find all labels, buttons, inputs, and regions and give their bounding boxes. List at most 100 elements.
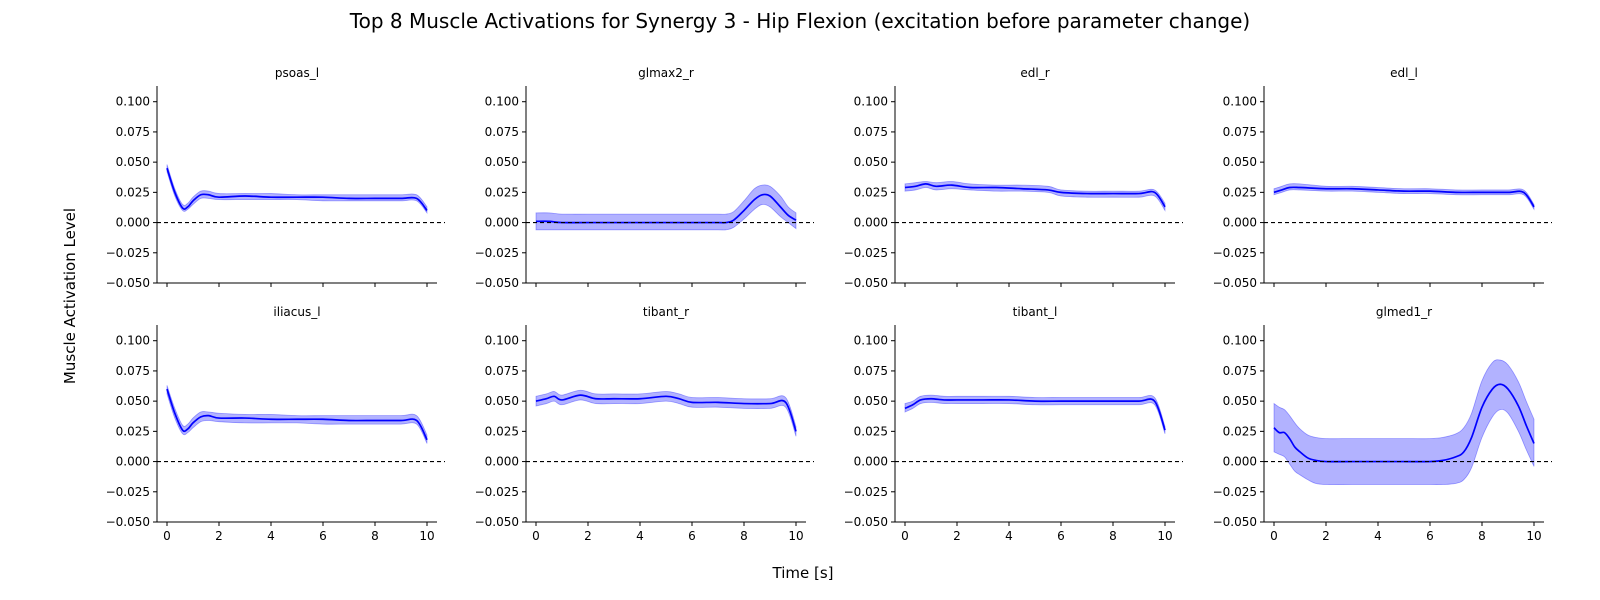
confidence-band: [1273, 359, 1535, 486]
y-tick-label: 0.050: [854, 155, 888, 169]
subplot-iliacus_l: iliacus_l −0.050 −0.025 0.000 0.025 0.050 0.07…: [106, 305, 445, 543]
subplot-glmax2_r: glmax2_r −0.050 −0.025 0.000 0.025 0.050 0.075…: [475, 66, 814, 290]
y-tick-label: 0.000: [1223, 216, 1257, 230]
activation-line: [1273, 383, 1535, 463]
x-tick-label: 8: [1109, 529, 1117, 543]
y-tick-label: 0.100: [1223, 95, 1257, 109]
subplot-title: tibant_r: [643, 305, 689, 319]
y-tick-label: 0.000: [485, 455, 519, 469]
x-axis-label: Time [s]: [772, 564, 834, 582]
activation-line: [535, 394, 797, 432]
confidence-band: [166, 164, 428, 214]
y-tick-label: −0.050: [844, 276, 888, 290]
y-tick-label: 0.075: [1223, 125, 1257, 139]
y-tick-label: 0.050: [1223, 155, 1257, 169]
x-tick-label: 0: [532, 529, 540, 543]
subplot-psoas_l: psoas_l −0.050 −0.025 0.000 0.025 0.050 0.075 0…: [106, 66, 445, 290]
y-tick-label: 0.000: [854, 455, 888, 469]
subplot-tibant_l: tibant_l −0.050 −0.025 0.000 0.025 0.050 0.075…: [844, 305, 1183, 543]
subplot-edl_l: edl_l −0.050 −0.025 0.000 0.025 0.050 0.075 0.1…: [1213, 66, 1552, 290]
y-tick-label: 0.025: [854, 424, 888, 438]
y-tick-label: 0.100: [485, 334, 519, 348]
y-axis-label: Muscle Activation Level: [61, 208, 79, 384]
y-tick-label: 0.050: [485, 394, 519, 408]
y-tick-label: 0.075: [1223, 364, 1257, 378]
x-tick-label: 8: [371, 529, 379, 543]
y-tick-label: −0.025: [1213, 485, 1257, 499]
y-tick-label: 0.025: [1223, 185, 1257, 199]
x-tick-label: 6: [319, 529, 327, 543]
y-tick-label: 0.025: [854, 185, 888, 199]
subplots: psoas_l −0.050 −0.025 0.000 0.025 0.050 0.075 0…: [106, 66, 1552, 543]
y-tick-label: 0.100: [854, 334, 888, 348]
y-tick-label: 0.075: [485, 364, 519, 378]
confidence-band: [535, 184, 797, 231]
x-tick-label: 4: [267, 529, 275, 543]
y-tick-label: 0.050: [1223, 394, 1257, 408]
y-tick-label: 0.100: [1223, 334, 1257, 348]
y-tick-label: 0.025: [1223, 424, 1257, 438]
x-tick-label: 0: [901, 529, 909, 543]
y-tick-label: −0.050: [475, 276, 519, 290]
y-tick-label: −0.050: [106, 515, 150, 529]
x-tick-label: 10: [1157, 529, 1172, 543]
y-tick-label: 0.050: [485, 155, 519, 169]
y-tick-label: 0.075: [116, 364, 150, 378]
activation-line: [1273, 186, 1535, 208]
x-tick-label: 6: [1057, 529, 1065, 543]
x-tick-label: 6: [688, 529, 696, 543]
figure-title: Top 8 Muscle Activations for Synergy 3 -…: [349, 9, 1250, 33]
x-tick-label: 2: [584, 529, 592, 543]
y-tick-label: 0.075: [854, 364, 888, 378]
subplot-title: iliacus_l: [273, 305, 320, 319]
x-tick-label: 0: [1270, 529, 1278, 543]
y-tick-label: −0.025: [106, 485, 150, 499]
x-tick-label: 6: [1426, 529, 1434, 543]
y-tick-label: 0.100: [854, 95, 888, 109]
y-tick-label: 0.050: [116, 155, 150, 169]
activation-line: [166, 388, 428, 441]
y-tick-label: −0.025: [475, 246, 519, 260]
x-tick-label: 8: [1478, 529, 1486, 543]
y-tick-label: 0.100: [116, 334, 150, 348]
subplot-title: edl_r: [1020, 66, 1049, 80]
y-tick-label: 0.025: [485, 424, 519, 438]
y-tick-label: 0.025: [485, 185, 519, 199]
x-tick-label: 4: [1005, 529, 1013, 543]
y-tick-label: −0.025: [844, 485, 888, 499]
activation-line: [166, 167, 428, 212]
y-tick-label: −0.050: [1213, 276, 1257, 290]
subplot-edl_r: edl_r −0.050 −0.025 0.000 0.025 0.050 0.075 0.1…: [844, 66, 1183, 290]
y-tick-label: −0.050: [106, 276, 150, 290]
y-tick-label: 0.050: [116, 394, 150, 408]
confidence-band: [166, 385, 428, 444]
subplot-tibant_r: tibant_r −0.050 −0.025 0.000 0.025 0.050 0.075…: [475, 305, 814, 543]
x-tick-label: 4: [636, 529, 644, 543]
y-tick-label: 0.075: [485, 125, 519, 139]
x-tick-label: 2: [1322, 529, 1330, 543]
y-tick-label: 0.025: [116, 185, 150, 199]
activation-line: [904, 397, 1166, 431]
y-tick-label: 0.000: [1223, 455, 1257, 469]
subplot-title: glmed1_r: [1376, 305, 1432, 319]
x-tick-label: 2: [215, 529, 223, 543]
y-tick-label: −0.025: [1213, 246, 1257, 260]
confidence-band: [904, 181, 1166, 212]
confidence-band: [904, 394, 1166, 434]
y-tick-label: 0.025: [116, 424, 150, 438]
subplot-title: glmax2_r: [638, 66, 694, 80]
y-tick-label: −0.025: [106, 246, 150, 260]
y-tick-label: 0.000: [854, 216, 888, 230]
x-tick-label: 0: [163, 529, 171, 543]
subplot-title: psoas_l: [275, 66, 319, 80]
x-tick-label: 2: [953, 529, 961, 543]
x-tick-label: 10: [788, 529, 803, 543]
y-tick-label: 0.050: [854, 394, 888, 408]
y-tick-label: 0.075: [116, 125, 150, 139]
x-tick-label: 10: [1526, 529, 1541, 543]
y-tick-label: 0.000: [116, 216, 150, 230]
subplot-title: edl_l: [1390, 66, 1418, 80]
y-tick-label: −0.050: [844, 515, 888, 529]
y-tick-label: −0.025: [844, 246, 888, 260]
